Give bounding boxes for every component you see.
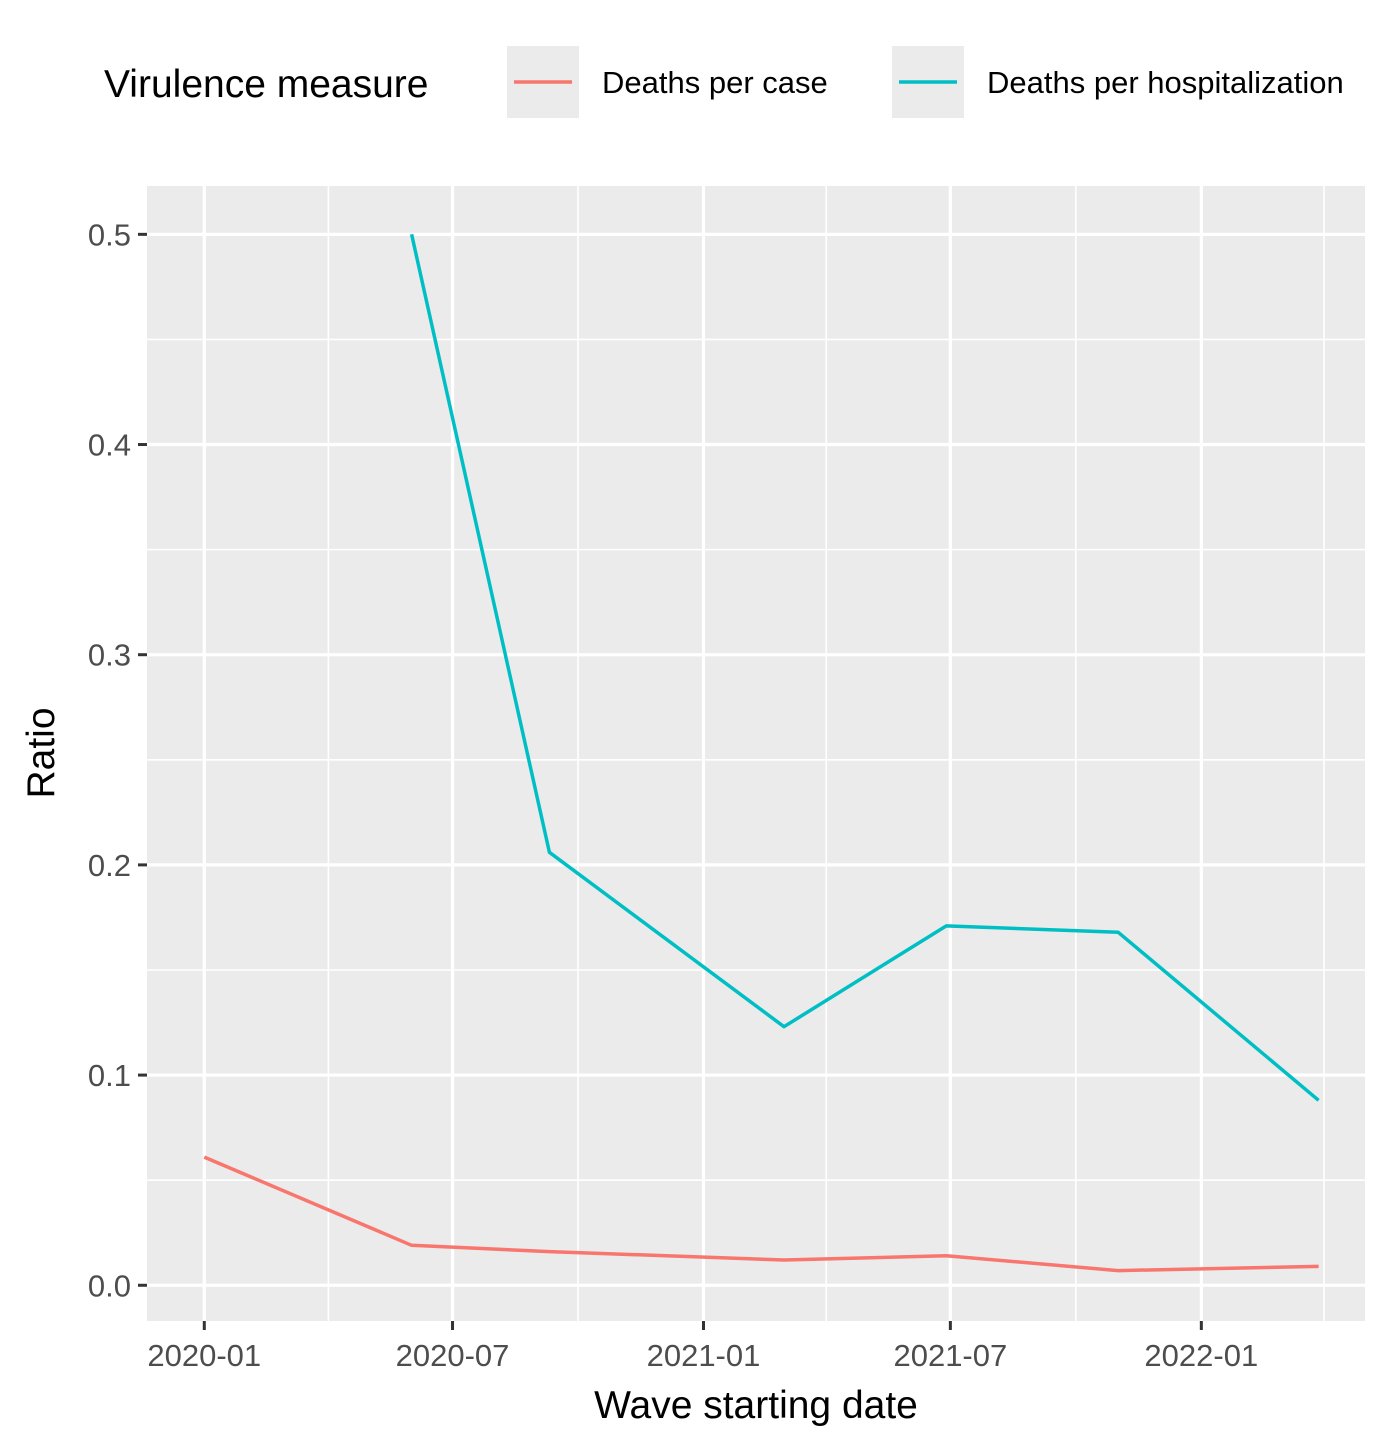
x-tick-label: 2020-07 (396, 1338, 510, 1373)
y-tick-label: 0.0 (88, 1268, 131, 1303)
x-axis: 2020-01 2020-07 2021-01 2021-07 2022-01 (147, 1321, 1258, 1373)
y-tick-label: 0.2 (88, 848, 131, 883)
y-axis-title: Ratio (20, 707, 63, 798)
y-tick-label: 0.1 (88, 1058, 131, 1093)
x-tick-label: 2021-07 (893, 1338, 1007, 1373)
y-tick-label: 0.5 (88, 217, 131, 252)
legend-label-deaths-per-case: Deaths per case (602, 65, 828, 100)
y-axis: 0.0 0.1 0.2 0.3 0.4 0.5 (88, 217, 147, 1303)
series-lines (203, 233, 1320, 1273)
x-tick-label: 2020-01 (147, 1338, 261, 1373)
legend-title: Virulence measure (104, 63, 428, 106)
legend-item-0: Deaths per case (507, 46, 828, 118)
x-axis-title: Wave starting date (594, 1384, 918, 1427)
series-line-deaths-per-case (203, 1155, 1319, 1273)
y-tick-label: 0.4 (88, 428, 131, 463)
y-tick-label: 0.3 (88, 638, 131, 673)
series-line-deaths-per-hospitalization (409, 233, 1320, 1102)
legend-label-deaths-per-hospitalization: Deaths per hospitalization (987, 65, 1344, 100)
legend: Virulence measure Deaths per case Deaths… (104, 46, 1344, 118)
plot-panel (147, 186, 1365, 1321)
x-tick-label: 2022-01 (1144, 1338, 1258, 1373)
minor-gridlines (147, 186, 1365, 1321)
major-gridlines (147, 186, 1365, 1321)
legend-item-1: Deaths per hospitalization (892, 46, 1344, 118)
x-tick-label: 2021-01 (647, 1338, 761, 1373)
